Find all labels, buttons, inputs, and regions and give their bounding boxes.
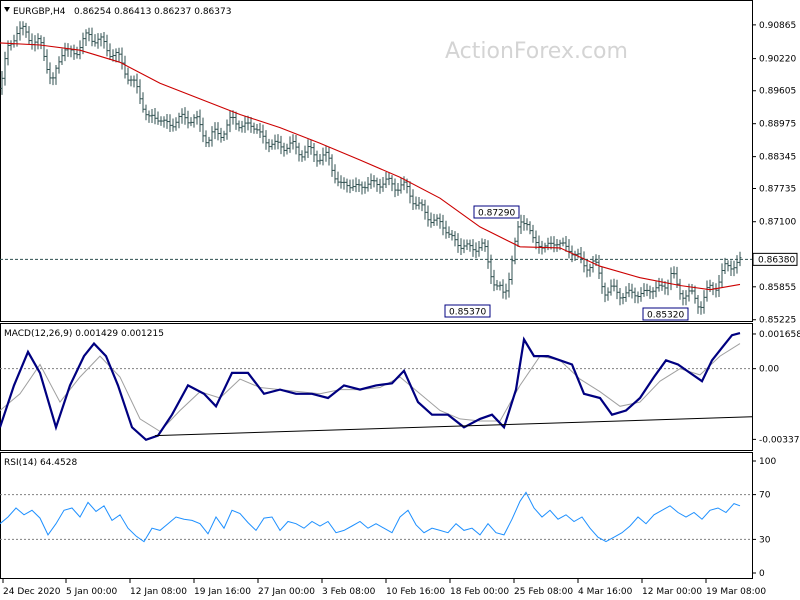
price-axis: 0.90865 0.90220 0.89605 0.88975 0.88345 0.877… [752, 21, 796, 326]
current-price-tag: 0.86380 [752, 252, 798, 266]
price-tick-label: 0.87100 [759, 218, 796, 228]
price-panel-frame [0, 0, 753, 322]
price-tick-label: 0.85225 [759, 316, 796, 326]
current-price-box [752, 252, 798, 266]
time-tick-label: 3 Feb 08:00 [322, 587, 376, 597]
time-tick-label: 5 Jan 00:00 [66, 587, 118, 597]
price-annotation-box [642, 307, 689, 321]
rsi-title: RSI(14) 64.4528 [4, 458, 77, 468]
time-tick-label: 18 Feb 00:00 [450, 587, 509, 597]
macd-axis: 0.001658 0.00 -0.003379 [752, 330, 800, 445]
price-annotation-box [473, 205, 520, 219]
rsi-levels [0, 494, 752, 540]
watermark: ActionForex.com [445, 39, 628, 64]
time-tick-label: 10 Feb 16:00 [386, 587, 445, 597]
price-annotation-box [444, 304, 491, 318]
rsi-tick-label: 0 [759, 569, 765, 579]
macd-signal-line [0, 343, 741, 433]
time-tick-label: 19 Mar 08:00 [706, 587, 766, 597]
macd-title: MACD(12,26,9) 0.001429 0.001215 [4, 329, 164, 339]
rsi-tick-label: 30 [759, 535, 771, 545]
price-tick-label: 0.90220 [759, 55, 796, 65]
price-annotation-label: 0.85320 [647, 311, 684, 321]
price-annotation-label: 0.85370 [449, 308, 486, 318]
macd-tick-label: 0.001658 [759, 330, 800, 340]
price-tick-label: 0.88975 [759, 120, 796, 130]
rsi-tick-label: 70 [759, 491, 771, 501]
macd-trendline [154, 416, 753, 437]
macd-main-line [0, 332, 741, 442]
time-tick-label: 27 Jan 00:00 [258, 587, 315, 597]
ohlc-readout: 0.86254 0.86413 0.86237 0.86373 [74, 7, 231, 17]
macd-tick-label: -0.003379 [759, 435, 800, 445]
time-axis: 24 Dec 2020 5 Jan 00:00 12 Jan 08:00 19 Jan… [2, 579, 766, 597]
price-tick-label: 0.88345 [759, 153, 796, 163]
price-annotations: 0.87290 0.85370 0.85320 [444, 205, 689, 321]
price-tick-label: 0.87735 [759, 185, 796, 195]
sma-line [0, 42, 741, 291]
macd-panel-frame [0, 323, 753, 451]
time-tick-label: 24 Dec 2020 [3, 587, 61, 597]
rsi-line [0, 491, 741, 543]
price-tick-label: 0.85855 [759, 283, 796, 293]
time-tick-label: 4 Mar 16:00 [578, 587, 633, 597]
time-tick-label: 12 Jan 08:00 [130, 587, 187, 597]
symbol-label: EURGBP,H4 [13, 7, 66, 17]
dropdown-triangle-icon[interactable] [4, 7, 10, 12]
price-candles [0, 21, 742, 315]
macd-tick-label: 0.00 [759, 365, 779, 375]
rsi-axis: 100 70 30 0 [752, 457, 776, 579]
price-annotation-label: 0.87290 [478, 209, 515, 219]
price-tick-label: 0.90865 [759, 21, 796, 31]
current-price-label: 0.86380 [758, 255, 795, 265]
rsi-panel-frame [0, 452, 753, 579]
time-tick-label: 12 Mar 00:00 [642, 587, 702, 597]
time-tick-label: 19 Jan 16:00 [194, 587, 251, 597]
price-tick-label: 0.89605 [759, 87, 796, 97]
time-tick-label: 25 Feb 08:00 [514, 587, 573, 597]
rsi-tick-label: 100 [759, 457, 776, 467]
